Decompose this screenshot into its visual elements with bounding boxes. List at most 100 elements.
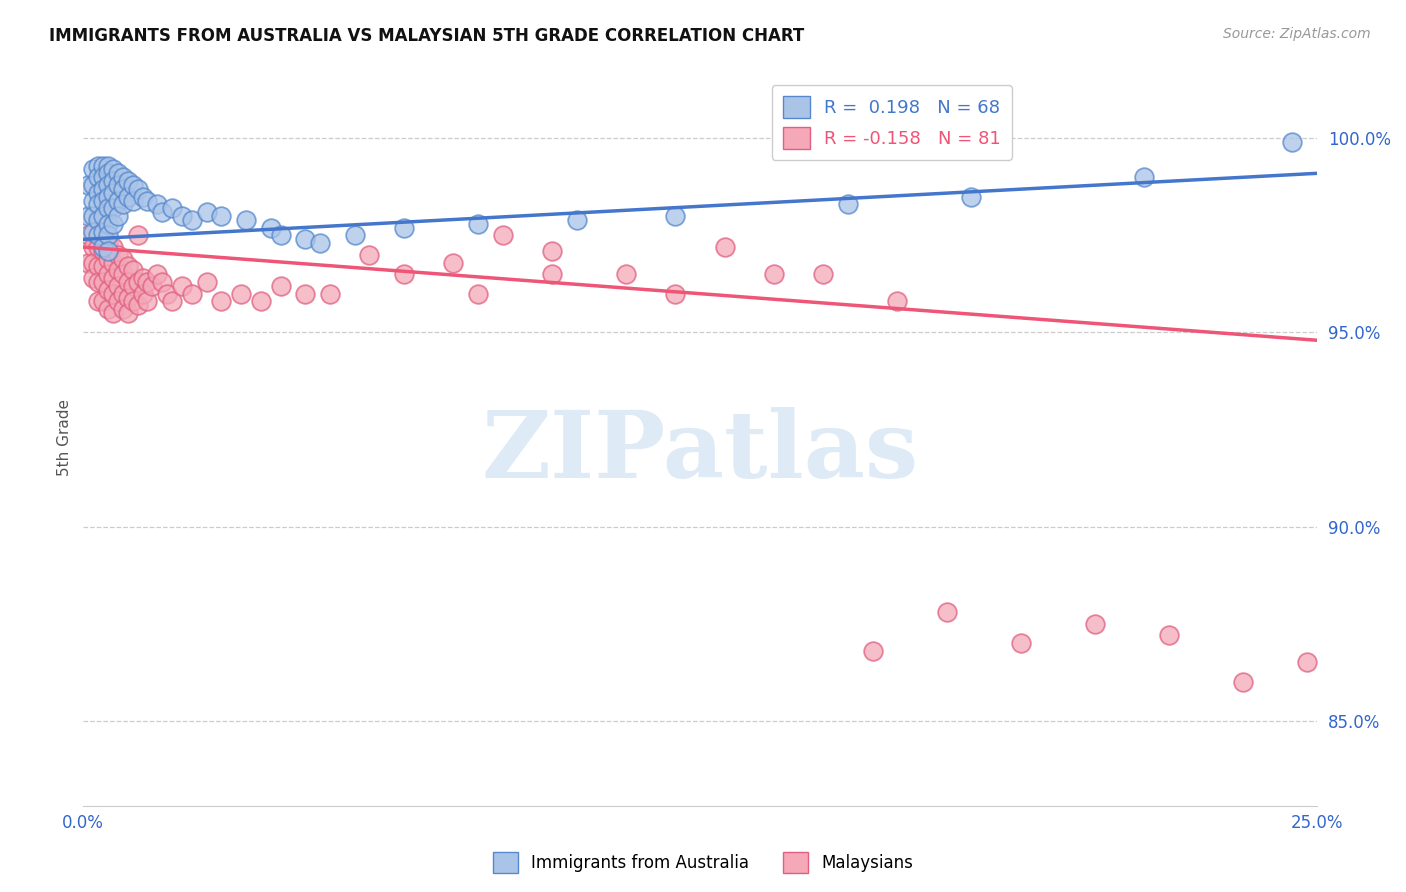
Point xyxy=(91,182,114,196)
Point xyxy=(82,255,104,269)
Point xyxy=(146,197,169,211)
Point xyxy=(1296,656,1319,670)
Point xyxy=(1157,628,1180,642)
Point xyxy=(565,213,588,227)
Point xyxy=(1084,616,1107,631)
Point xyxy=(886,294,908,309)
Point xyxy=(82,271,104,285)
Point xyxy=(87,186,110,200)
Point xyxy=(960,189,983,203)
Point xyxy=(150,205,173,219)
Point xyxy=(91,260,114,274)
Point xyxy=(107,209,129,223)
Point xyxy=(77,178,100,192)
Point xyxy=(541,244,564,258)
Point xyxy=(101,201,124,215)
Point xyxy=(91,244,114,258)
Point xyxy=(270,228,292,243)
Point xyxy=(87,159,110,173)
Point xyxy=(441,255,464,269)
Point xyxy=(97,166,120,180)
Point xyxy=(160,201,183,215)
Point xyxy=(235,213,257,227)
Point xyxy=(121,279,143,293)
Point xyxy=(260,220,283,235)
Point xyxy=(97,228,120,243)
Point xyxy=(91,194,114,208)
Point xyxy=(97,244,120,258)
Point xyxy=(813,267,835,281)
Text: IMMIGRANTS FROM AUSTRALIA VS MALAYSIAN 5TH GRADE CORRELATION CHART: IMMIGRANTS FROM AUSTRALIA VS MALAYSIAN 5… xyxy=(49,27,804,45)
Point xyxy=(141,279,163,293)
Point xyxy=(111,302,134,317)
Point xyxy=(111,170,134,185)
Point xyxy=(97,178,120,192)
Point xyxy=(87,213,110,227)
Point xyxy=(127,182,149,196)
Point xyxy=(121,263,143,277)
Point xyxy=(150,275,173,289)
Point xyxy=(107,194,129,208)
Point xyxy=(294,232,316,246)
Point xyxy=(131,189,153,203)
Point xyxy=(180,213,202,227)
Point xyxy=(87,228,110,243)
Point xyxy=(127,228,149,243)
Point xyxy=(101,217,124,231)
Point xyxy=(82,178,104,192)
Point xyxy=(467,217,489,231)
Point xyxy=(250,294,273,309)
Point xyxy=(121,294,143,309)
Point xyxy=(117,275,139,289)
Point xyxy=(467,286,489,301)
Point xyxy=(146,267,169,281)
Text: Source: ZipAtlas.com: Source: ZipAtlas.com xyxy=(1223,27,1371,41)
Point xyxy=(111,252,134,266)
Point xyxy=(97,217,120,231)
Point xyxy=(1281,136,1303,150)
Point xyxy=(107,166,129,180)
Point xyxy=(1010,636,1032,650)
Point xyxy=(195,275,218,289)
Y-axis label: 5th Grade: 5th Grade xyxy=(58,399,72,475)
Point xyxy=(392,220,415,235)
Point xyxy=(664,286,686,301)
Point xyxy=(121,194,143,208)
Point xyxy=(97,302,120,317)
Point xyxy=(127,275,149,289)
Point xyxy=(1232,674,1254,689)
Point xyxy=(97,267,120,281)
Point xyxy=(763,267,786,281)
Point xyxy=(107,279,129,293)
Point xyxy=(111,182,134,196)
Point xyxy=(121,178,143,192)
Point xyxy=(91,159,114,173)
Point xyxy=(97,252,120,266)
Point xyxy=(101,255,124,269)
Point xyxy=(101,162,124,177)
Point xyxy=(664,209,686,223)
Point xyxy=(862,644,884,658)
Point xyxy=(211,209,233,223)
Point xyxy=(91,294,114,309)
Point xyxy=(111,197,134,211)
Point xyxy=(170,209,193,223)
Point xyxy=(91,209,114,223)
Point xyxy=(97,283,120,297)
Point xyxy=(117,189,139,203)
Point xyxy=(713,240,735,254)
Point xyxy=(614,267,637,281)
Point xyxy=(111,286,134,301)
Point xyxy=(101,240,124,254)
Point xyxy=(87,294,110,309)
Point xyxy=(136,275,159,289)
Point xyxy=(160,294,183,309)
Point xyxy=(97,236,120,251)
Point xyxy=(156,286,179,301)
Point xyxy=(87,209,110,223)
Point xyxy=(180,286,202,301)
Point xyxy=(117,260,139,274)
Legend: R =  0.198   N = 68, R = -0.158   N = 81: R = 0.198 N = 68, R = -0.158 N = 81 xyxy=(772,85,1012,160)
Point xyxy=(82,240,104,254)
Point xyxy=(270,279,292,293)
